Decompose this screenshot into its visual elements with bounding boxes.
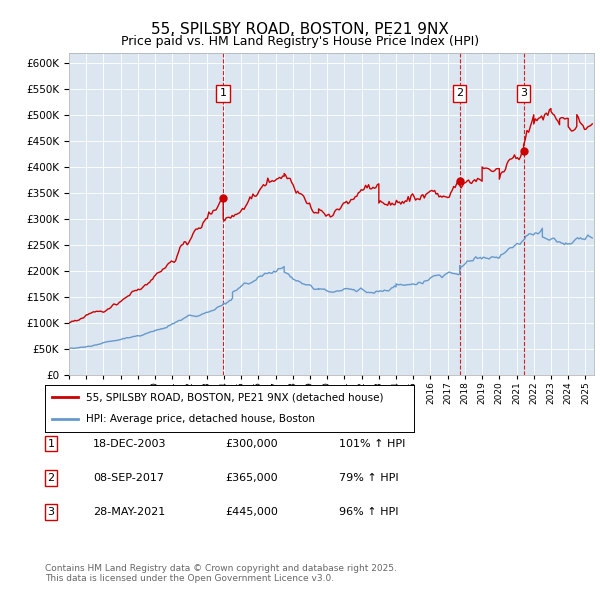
Text: 3: 3 [47,507,55,517]
Text: 2: 2 [456,88,463,99]
Text: 96% ↑ HPI: 96% ↑ HPI [339,507,398,517]
Text: HPI: Average price, detached house, Boston: HPI: Average price, detached house, Bost… [86,414,314,424]
Text: Contains HM Land Registry data © Crown copyright and database right 2025.
This d: Contains HM Land Registry data © Crown c… [45,563,397,583]
Text: 28-MAY-2021: 28-MAY-2021 [93,507,165,517]
Text: 55, SPILSBY ROAD, BOSTON, PE21 9NX (detached house): 55, SPILSBY ROAD, BOSTON, PE21 9NX (deta… [86,392,383,402]
Text: 08-SEP-2017: 08-SEP-2017 [93,473,164,483]
Text: 1: 1 [47,439,55,448]
Text: £365,000: £365,000 [225,473,278,483]
Text: 79% ↑ HPI: 79% ↑ HPI [339,473,398,483]
Text: 18-DEC-2003: 18-DEC-2003 [93,439,167,448]
Text: 1: 1 [220,88,227,99]
Text: Price paid vs. HM Land Registry's House Price Index (HPI): Price paid vs. HM Land Registry's House … [121,35,479,48]
Text: 3: 3 [520,88,527,99]
Text: 101% ↑ HPI: 101% ↑ HPI [339,439,406,448]
Text: 55, SPILSBY ROAD, BOSTON, PE21 9NX: 55, SPILSBY ROAD, BOSTON, PE21 9NX [151,22,449,37]
Text: 2: 2 [47,473,55,483]
Text: £300,000: £300,000 [225,439,278,448]
Text: £445,000: £445,000 [225,507,278,517]
